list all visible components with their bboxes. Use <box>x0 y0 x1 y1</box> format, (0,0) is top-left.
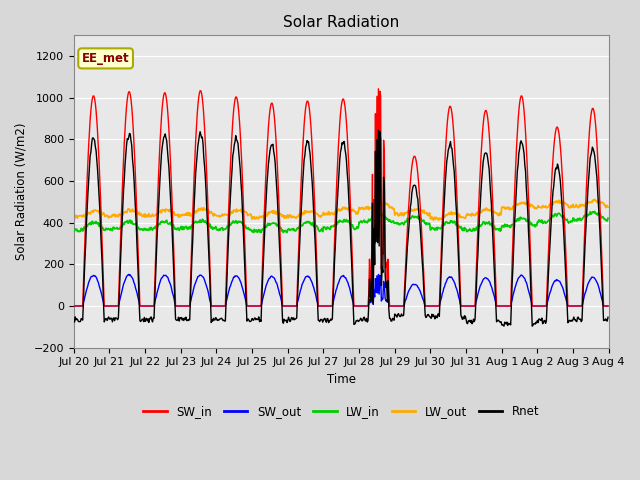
X-axis label: Time: Time <box>327 373 356 386</box>
Text: EE_met: EE_met <box>82 52 129 65</box>
Y-axis label: Solar Radiation (W/m2): Solar Radiation (W/m2) <box>15 123 28 260</box>
Legend: SW_in, SW_out, LW_in, LW_out, Rnet: SW_in, SW_out, LW_in, LW_out, Rnet <box>138 400 544 423</box>
Title: Solar Radiation: Solar Radiation <box>283 15 399 30</box>
